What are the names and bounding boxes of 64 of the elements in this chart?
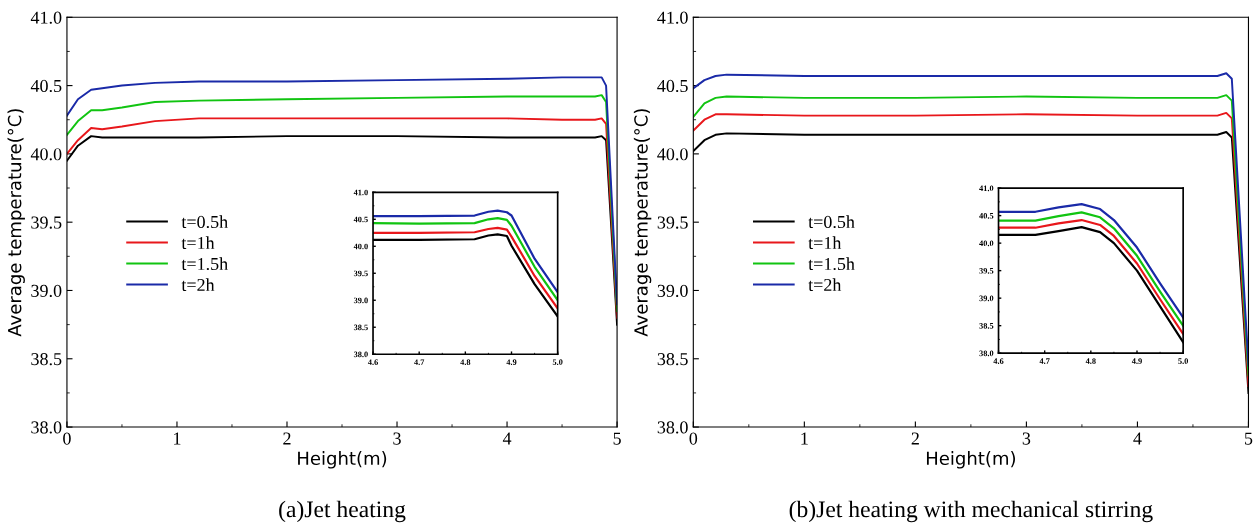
x-tick-label: 0: [689, 432, 698, 445]
x-tick-label: 4: [502, 432, 512, 445]
y-tick-label: 40.0: [979, 240, 994, 247]
y-tick-label: 38.5: [657, 353, 688, 366]
y-tick-label: 40.5: [979, 212, 994, 219]
x-axis-title: Height(m): [926, 451, 1016, 469]
x-tick-label: 1: [801, 432, 808, 445]
y-tick-label: 40.5: [30, 79, 62, 93]
y-tick-label: 39.0: [31, 284, 62, 297]
x-tick-label: 3: [1022, 432, 1031, 445]
text: (b)Jet heating with mechanical stirring: [789, 500, 1153, 523]
x-tick-label: 4.9: [1131, 358, 1142, 364]
y-tick-label: 38.5: [353, 324, 368, 331]
y-tick-label: 38.0: [979, 350, 994, 357]
legend-label: t=1h: [181, 236, 215, 250]
x-axis-title: Height(m): [298, 451, 387, 469]
x-tick-label: 4.9: [506, 359, 517, 365]
x-tick-label: 5.0: [552, 359, 563, 365]
y-tick-label: 39.0: [353, 297, 368, 304]
y-tick-label: 39.0: [657, 284, 688, 297]
y-tick-label: 40.0: [30, 148, 62, 161]
y-tick-label: 38.0: [657, 421, 688, 434]
legend-label: t=2h: [181, 278, 215, 292]
y-tick-label: 41.0: [353, 189, 368, 196]
x-tick-label: 4.7: [414, 359, 425, 365]
y-tick-label: 38.5: [31, 353, 62, 366]
y-axis-title: Average temperature(°C): [633, 109, 652, 337]
y-tick-label: 39.0: [979, 295, 994, 302]
y-tick-label: 40.5: [657, 79, 688, 93]
x-tick-label: 4.8: [1085, 358, 1096, 364]
x-tick-label: 2: [911, 432, 919, 445]
y-tick-label: 39.5: [979, 268, 994, 274]
y-tick-label: 40.0: [353, 243, 368, 250]
y-tick-label: 39.5: [31, 216, 62, 229]
x-tick-label: 5: [1245, 432, 1253, 445]
y-tick-label: 41.0: [30, 11, 62, 24]
legend-label: t=0.5h: [808, 215, 855, 229]
x-tick-label: 0: [63, 432, 71, 445]
x-tick-label: 5: [613, 432, 621, 445]
y-axis-title: Average temperature(°C): [7, 109, 25, 337]
legend-label: t=1h: [808, 236, 842, 250]
legend-label: t=2h: [808, 278, 842, 292]
y-tick-label: 39.5: [353, 270, 368, 277]
legend-label: t=0.5h: [181, 215, 228, 229]
x-tick-label: 4.7: [1039, 358, 1050, 364]
x-tick-label: 4.8: [460, 359, 471, 365]
x-tick-label: 1: [174, 432, 181, 445]
y-tick-label: 39.5: [657, 216, 688, 229]
y-tick-label: 40.5: [353, 216, 368, 223]
y-tick-label: 38.0: [353, 351, 368, 358]
y-tick-label: 40.0: [657, 148, 688, 161]
y-tick-label: 38.0: [31, 421, 62, 434]
legend-label: t=1.5h: [808, 257, 855, 271]
x-tick-label: 4.6: [367, 359, 378, 365]
y-tick-label: 41.0: [979, 185, 994, 192]
x-tick-label: 3: [393, 432, 401, 445]
x-tick-label: 5.0: [1178, 358, 1189, 364]
x-tick-label: 4.6: [993, 358, 1004, 364]
x-tick-label: 4: [1133, 432, 1142, 445]
legend-label: t=1.5h: [181, 257, 228, 271]
y-tick-label: 38.5: [979, 323, 994, 329]
y-tick-label: 41.0: [657, 11, 688, 24]
x-tick-label: 2: [283, 432, 291, 445]
text: (a)Jet heating: [279, 500, 406, 523]
